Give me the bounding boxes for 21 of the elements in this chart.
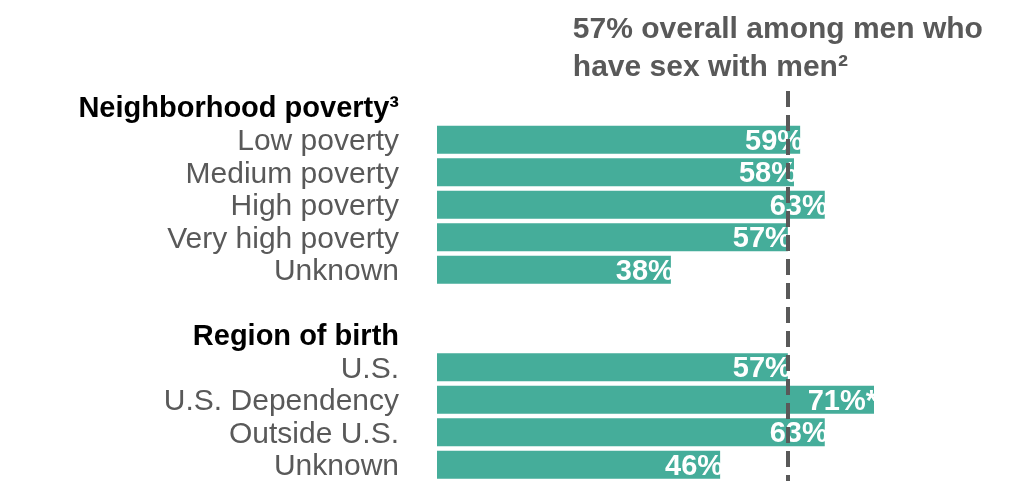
bar (437, 385, 874, 414)
y-tick-label: Neighborhood poverty³ (78, 91, 400, 124)
y-tick-label: High poverty (230, 188, 399, 222)
ref-line-label: 57% overall among men who have sex with men² (572, 10, 992, 82)
y-tick-label: Region of birth (192, 318, 399, 351)
y-tick-label: Medium poverty (185, 155, 399, 189)
bar (437, 158, 794, 187)
bar (437, 223, 788, 252)
y-tick-label: Very high poverty (167, 220, 399, 254)
bar (437, 418, 825, 447)
bar (437, 353, 788, 382)
bar (437, 190, 825, 219)
y-tick-label: U.S. Dependency (163, 383, 399, 417)
y-tick-label: Low poverty (237, 123, 399, 157)
y-tick-label: Unknown (273, 253, 399, 287)
data-label: 71%* (807, 383, 878, 416)
data-label: 38% (615, 253, 675, 286)
y-tick-label: U.S. (340, 350, 399, 384)
data-label: 57% (732, 351, 792, 384)
y-tick-label: Outside U.S. (228, 415, 399, 449)
y-tick-label: Unknown (273, 448, 399, 482)
